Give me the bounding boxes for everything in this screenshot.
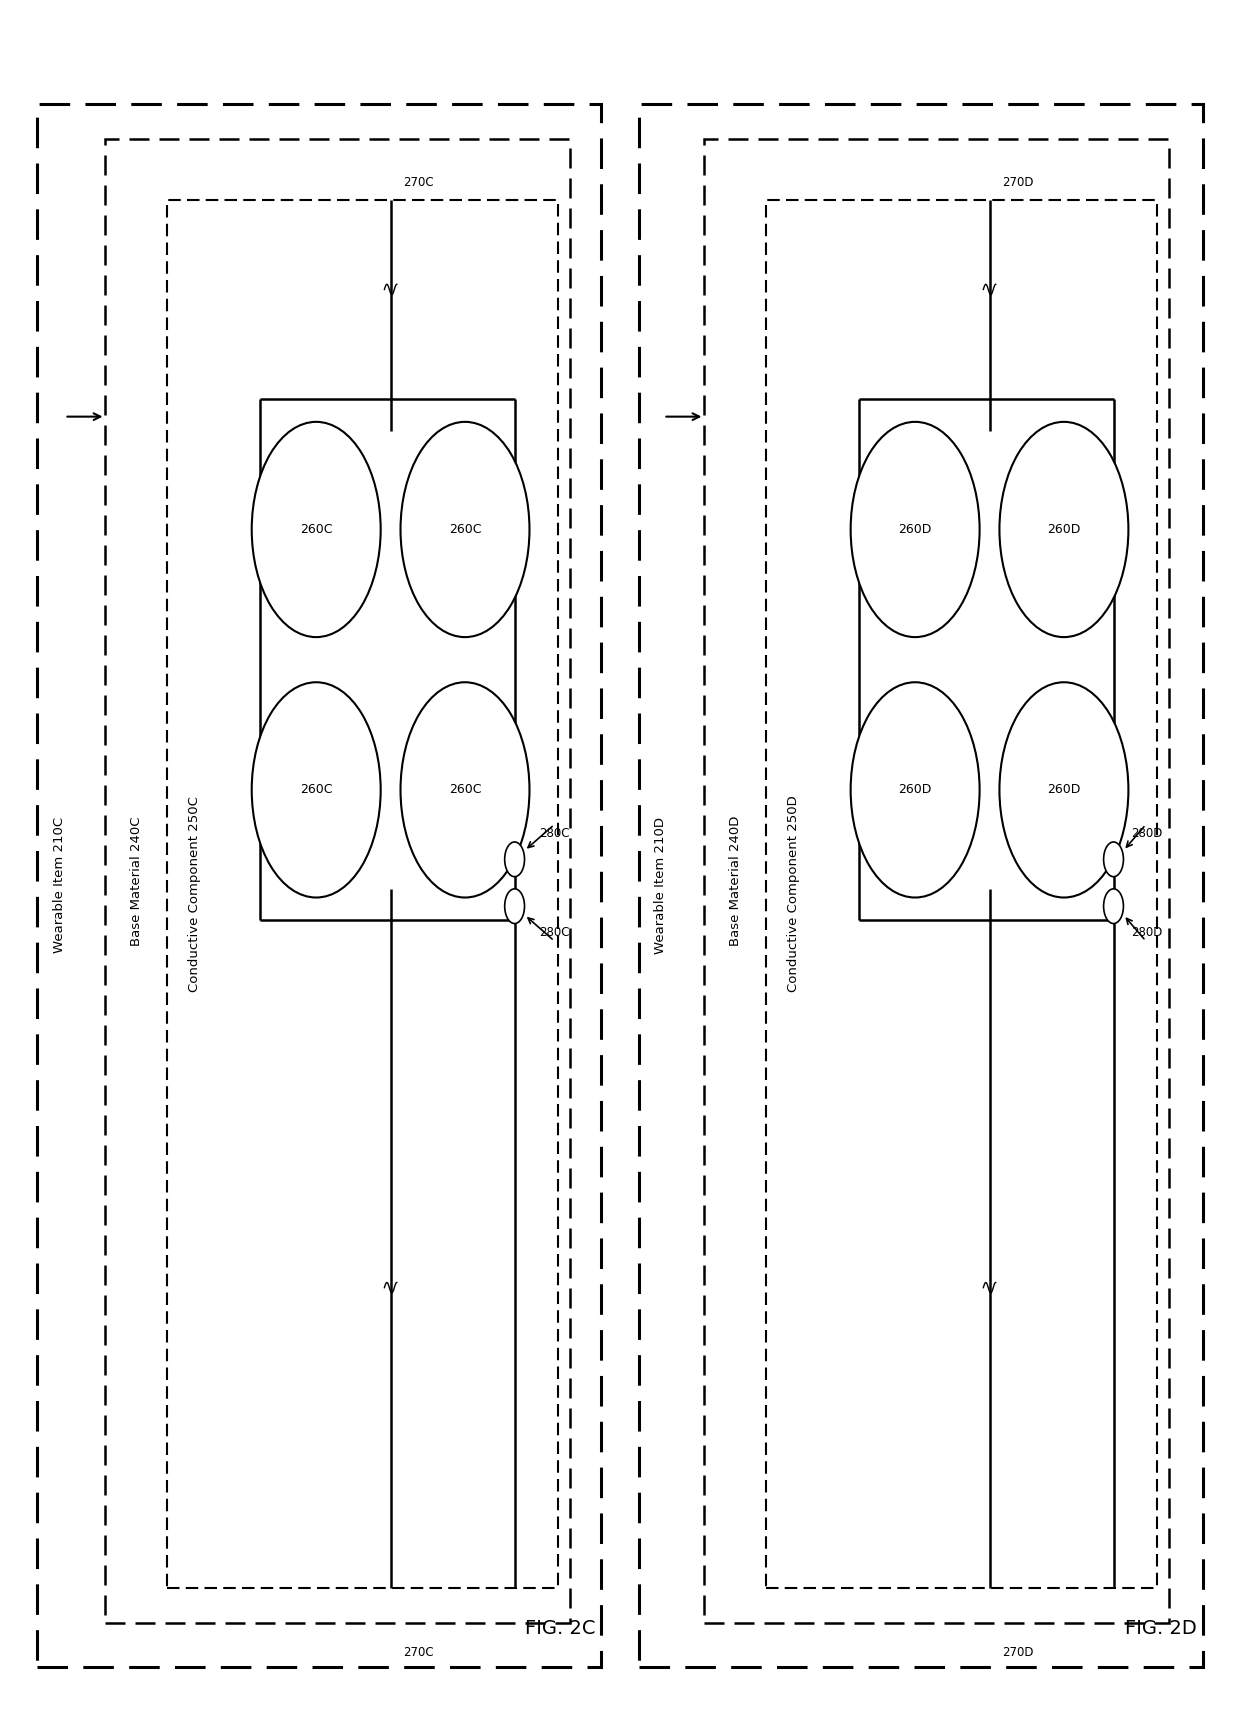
- Ellipse shape: [1104, 889, 1123, 924]
- Text: 260D: 260D: [899, 783, 931, 797]
- Text: 260D: 260D: [899, 523, 931, 536]
- Ellipse shape: [851, 682, 980, 898]
- Bar: [704, 139, 1169, 1623]
- Text: 260C: 260C: [449, 783, 481, 797]
- Ellipse shape: [999, 422, 1128, 637]
- Bar: [766, 200, 1157, 1588]
- Text: 270D: 270D: [1002, 1646, 1033, 1660]
- Text: 280C: 280C: [539, 925, 570, 939]
- Bar: [167, 200, 558, 1588]
- Ellipse shape: [505, 842, 525, 877]
- Ellipse shape: [252, 682, 381, 898]
- Text: Wearable Item 210C: Wearable Item 210C: [53, 818, 66, 953]
- Text: Conductive Component 250D: Conductive Component 250D: [787, 795, 800, 993]
- Text: 260D: 260D: [1048, 523, 1080, 536]
- Ellipse shape: [999, 682, 1128, 898]
- Ellipse shape: [401, 422, 529, 637]
- Text: 270C: 270C: [403, 1646, 434, 1660]
- Bar: [639, 104, 1203, 1667]
- Text: 260C: 260C: [300, 523, 332, 536]
- Text: 280C: 280C: [539, 826, 570, 840]
- Text: Base Material 240C: Base Material 240C: [130, 816, 143, 946]
- Text: Wearable Item 210D: Wearable Item 210D: [655, 818, 667, 953]
- Text: 270C: 270C: [403, 175, 434, 189]
- Text: FIG. 2C: FIG. 2C: [525, 1620, 595, 1637]
- Text: 260C: 260C: [449, 523, 481, 536]
- Text: Conductive Component 250C: Conductive Component 250C: [188, 797, 201, 991]
- Text: 270D: 270D: [1002, 175, 1033, 189]
- Bar: [105, 139, 570, 1623]
- Text: FIG. 2D: FIG. 2D: [1125, 1620, 1197, 1637]
- Ellipse shape: [1104, 842, 1123, 877]
- Text: Base Material 240D: Base Material 240D: [729, 816, 742, 946]
- Ellipse shape: [851, 422, 980, 637]
- Ellipse shape: [252, 422, 381, 637]
- Ellipse shape: [505, 889, 525, 924]
- Ellipse shape: [401, 682, 529, 898]
- Text: 260C: 260C: [300, 783, 332, 797]
- Text: 280D: 280D: [1131, 925, 1162, 939]
- Text: 260D: 260D: [1048, 783, 1080, 797]
- Text: 280D: 280D: [1131, 826, 1162, 840]
- Bar: [37, 104, 601, 1667]
